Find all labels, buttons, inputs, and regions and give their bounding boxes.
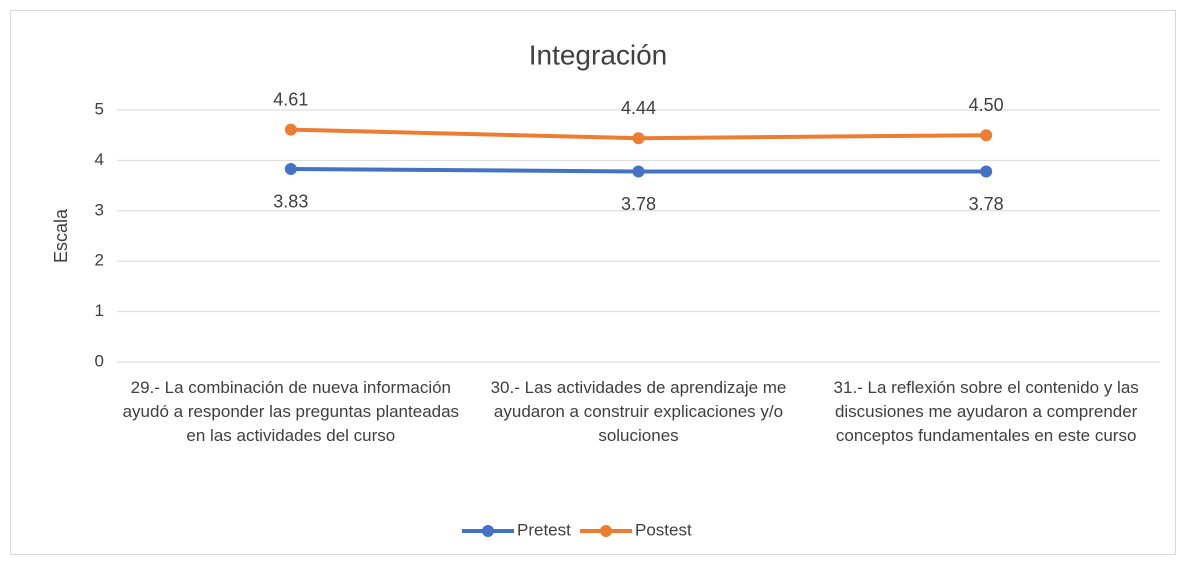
marker (632, 132, 645, 145)
chart-title: Integración (529, 39, 668, 70)
y-tick-label: 1 (95, 301, 104, 320)
legend-marker (482, 525, 494, 537)
x-tick-label: 29.- La combinación de nueva información… (122, 378, 460, 445)
marker (980, 165, 993, 178)
legend-marker (600, 525, 612, 537)
data-label: 3.78 (969, 194, 1004, 214)
y-tick-label: 5 (95, 99, 104, 118)
x-tick-label: 31.- La reflexión sobre el contenido y l… (833, 378, 1139, 445)
y-axis-label: Escala (51, 208, 71, 263)
x-tick-label: 30.- Las actividades de aprendizaje me a… (490, 378, 787, 445)
marker (284, 123, 297, 136)
data-label: 3.83 (273, 192, 308, 212)
legend-label: Postest (635, 520, 692, 539)
marker (284, 162, 297, 175)
marker (632, 165, 645, 178)
marker (980, 129, 993, 142)
legend-label: Pretest (517, 520, 571, 539)
chart-border (10, 10, 1176, 555)
data-label: 4.50 (969, 95, 1004, 115)
y-tick-label: 2 (95, 251, 104, 270)
y-tick-label: 4 (95, 150, 104, 169)
data-label: 4.61 (273, 89, 308, 109)
data-label: 3.78 (621, 194, 656, 214)
y-tick-label: 0 (95, 351, 104, 370)
y-tick-label: 3 (95, 200, 104, 219)
data-label: 4.44 (621, 98, 656, 118)
